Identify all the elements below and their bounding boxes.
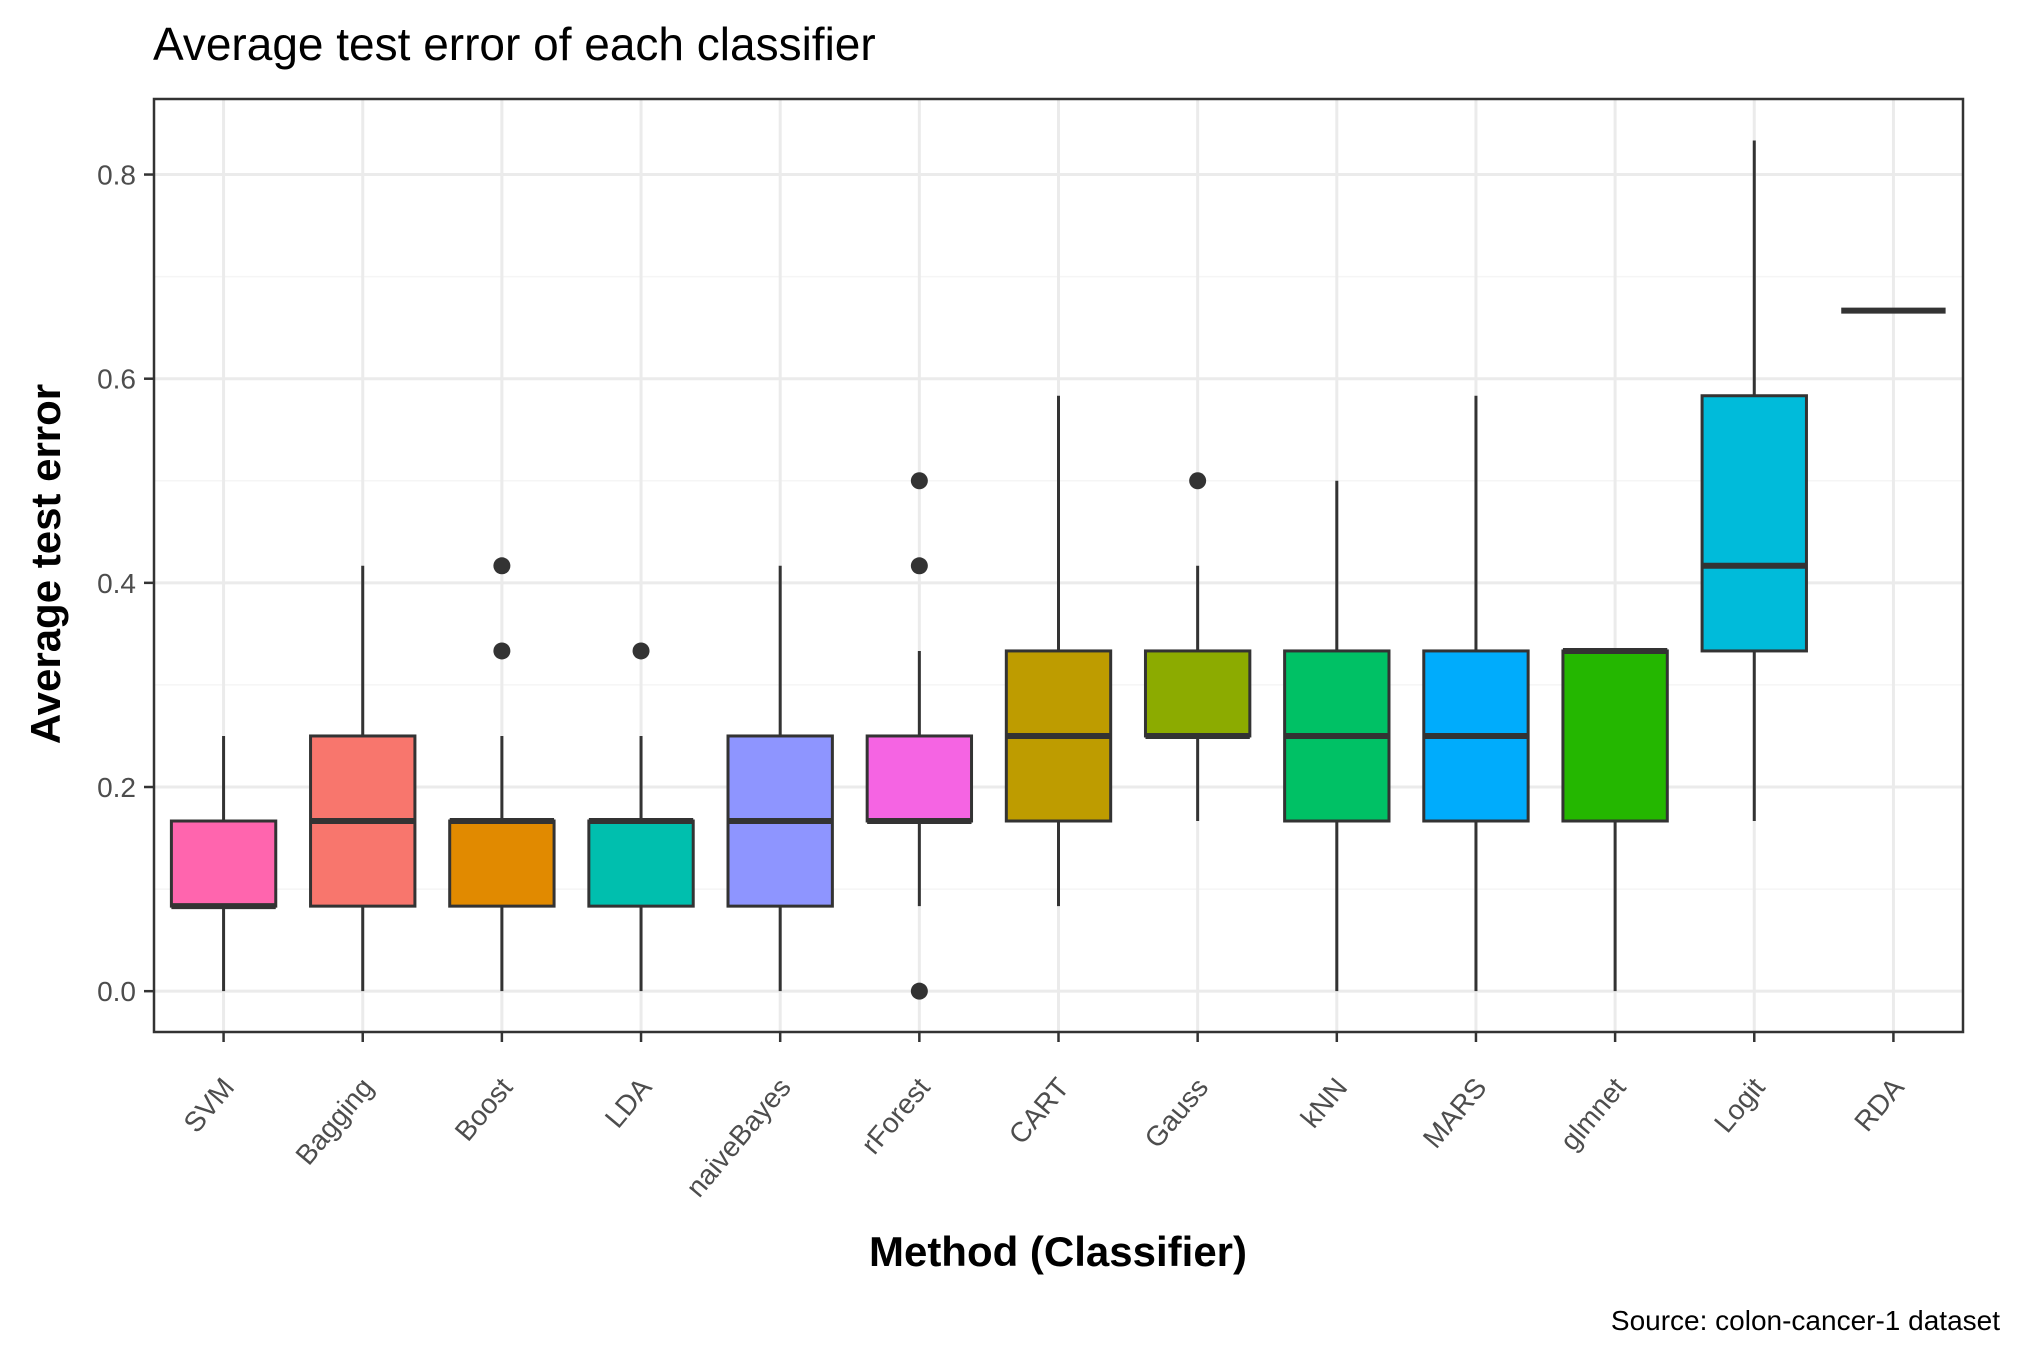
box-LDA [587,642,695,992]
box-body [169,819,278,908]
outlier-point [910,982,928,1000]
box-body [1561,649,1669,823]
chart-caption: Source: colon-cancer-1 dataset [1611,1305,2000,1336]
x-axis-title: Method (Classifier) [869,1228,1247,1275]
box-naiveBayes [726,565,834,992]
y-tick-label: 0.0 [97,976,136,1007]
outlier-point [910,557,928,575]
box-glmnet [1561,647,1669,992]
chart-title: Average test error of each classifier [153,18,876,70]
outlier-point [910,472,928,490]
box-body [1700,394,1808,653]
outlier-point [632,642,650,660]
outlier-point [493,642,511,660]
y-axis-title: Average test error [22,384,69,744]
box-body [448,819,556,908]
y-tick-label: 0.6 [97,364,136,395]
box-CART [1004,395,1113,907]
box-rForest [865,472,974,1000]
box-Gauss [1143,472,1252,822]
box-kNN [1283,480,1391,992]
box-series [169,140,1946,1000]
box-body [587,819,695,908]
box-SVM [169,735,278,992]
box-MARS [1422,395,1530,992]
y-axis: 0.0 0.2 0.4 0.6 0.8 [97,160,154,1007]
y-tick-label: 0.4 [97,568,136,599]
box-Logit [1700,140,1808,822]
y-tick-label: 0.2 [97,772,136,803]
y-tick-label: 0.8 [97,160,136,191]
outlier-point [493,557,511,575]
box-body [865,734,974,823]
box-Boost [448,557,556,992]
box-body [1143,649,1252,738]
outlier-point [1189,472,1207,490]
box-Bagging [309,565,417,992]
